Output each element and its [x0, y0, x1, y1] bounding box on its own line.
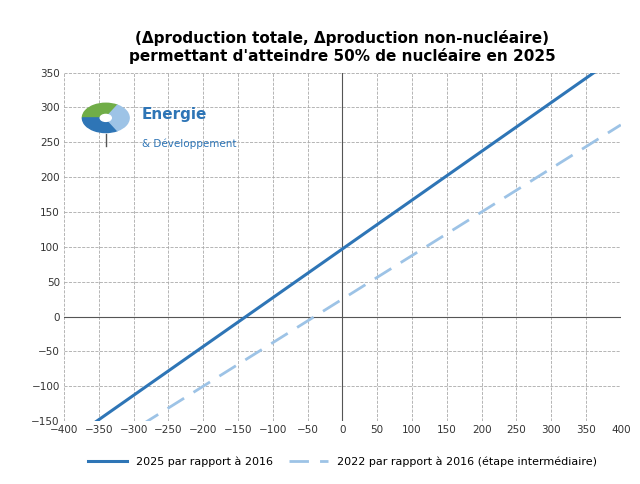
Wedge shape [106, 105, 129, 131]
Legend: 2025 par rapport à 2016, 2022 par rapport à 2016 (étape intermédiaire): 2025 par rapport à 2016, 2022 par rappor… [83, 452, 602, 471]
Text: & Développement: & Développement [142, 139, 236, 149]
Title: (Δproduction totale, Δproduction non-nucléaire)
permettant d'atteindre 50% de nu: (Δproduction totale, Δproduction non-nuc… [129, 30, 556, 64]
Wedge shape [83, 103, 118, 118]
Text: Energie: Energie [142, 107, 207, 122]
Wedge shape [83, 118, 118, 133]
Circle shape [100, 114, 111, 121]
